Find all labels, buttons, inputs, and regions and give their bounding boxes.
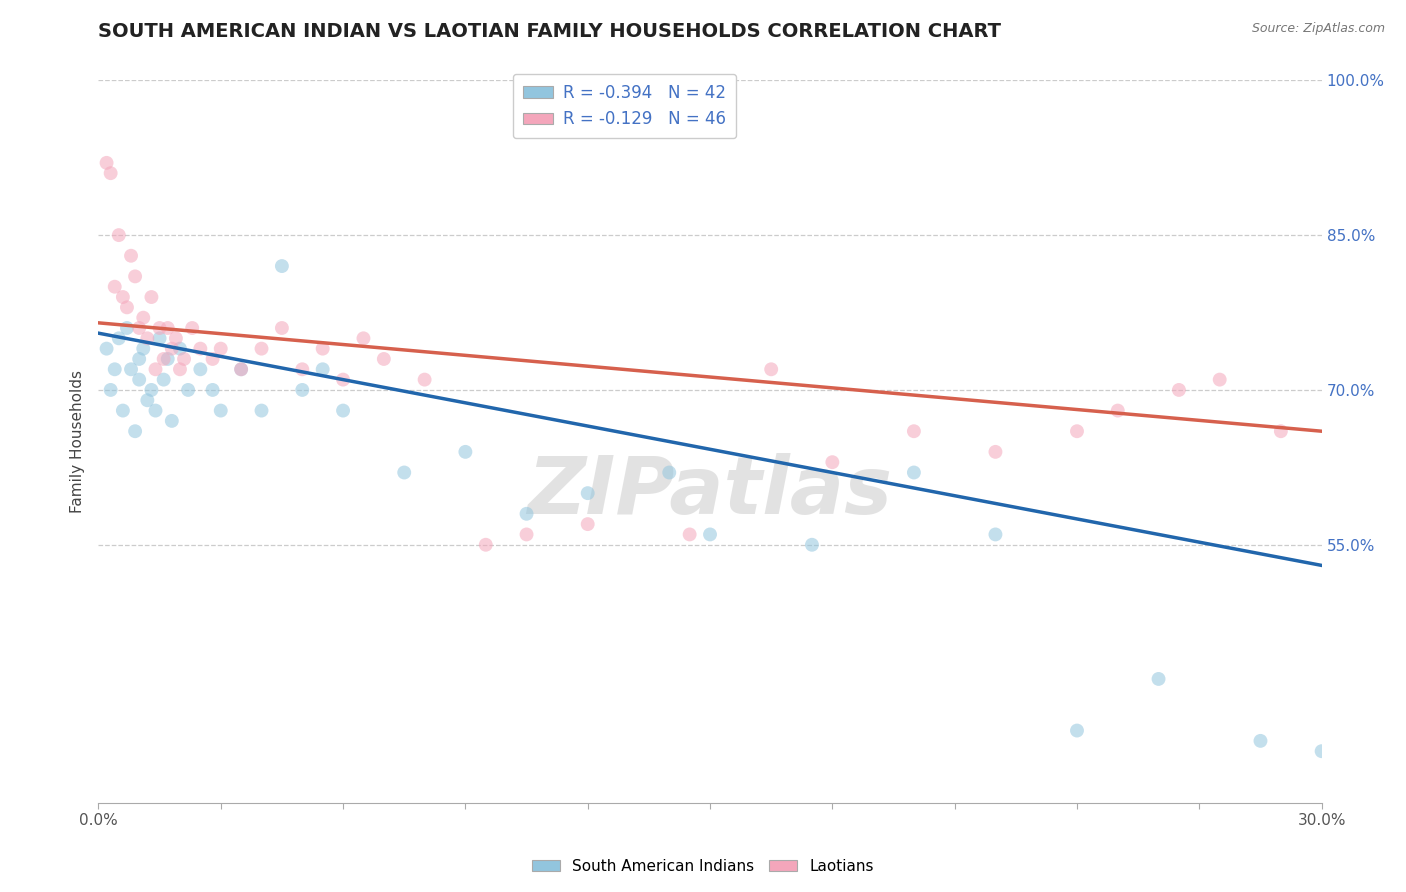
Point (128, 351, 150, 366)
Point (332, 403, 354, 417)
Point (128, 373, 150, 387)
Point (128, 321, 150, 335)
Point (270, 321, 294, 335)
Text: ZIPatlas: ZIPatlas (527, 453, 893, 531)
Point (132, 342, 155, 356)
Point (679, 527, 702, 541)
Point (96, 156, 118, 170)
Point (156, 321, 179, 335)
Point (108, 331, 131, 345)
Point (984, 445, 1007, 459)
Point (1167, 383, 1189, 397)
Point (352, 331, 374, 345)
Point (1107, 403, 1129, 417)
Point (111, 290, 134, 304)
Point (516, 507, 538, 521)
Point (160, 414, 183, 428)
Point (1208, 373, 1232, 387)
Point (474, 538, 498, 552)
Point (115, 321, 138, 335)
Point (132, 310, 155, 325)
Point (124, 269, 146, 284)
Point (104, 362, 127, 376)
Point (169, 362, 191, 376)
Point (141, 383, 163, 397)
Point (312, 342, 335, 356)
Point (1066, 424, 1088, 438)
Point (165, 331, 187, 345)
Point (169, 342, 191, 356)
Point (141, 290, 163, 304)
Point (177, 383, 200, 397)
Point (111, 403, 134, 417)
Text: Source: ZipAtlas.com: Source: ZipAtlas.com (1251, 22, 1385, 36)
Point (903, 424, 925, 438)
Point (699, 527, 721, 541)
Point (231, 362, 253, 376)
Point (108, 228, 131, 243)
Point (821, 455, 844, 469)
Point (136, 393, 159, 408)
Point (181, 321, 204, 335)
Point (115, 301, 138, 315)
Point (173, 351, 195, 366)
Point (100, 166, 122, 180)
Text: SOUTH AMERICAN INDIAN VS LAOTIAN FAMILY HOUSEHOLDS CORRELATION CHART: SOUTH AMERICAN INDIAN VS LAOTIAN FAMILY … (98, 22, 1001, 41)
Point (291, 362, 314, 376)
Point (332, 373, 354, 387)
Point (270, 259, 294, 273)
Point (454, 445, 477, 459)
Point (312, 362, 335, 376)
Legend: R = -0.394   N = 42, R = -0.129   N = 46: R = -0.394 N = 42, R = -0.129 N = 46 (513, 74, 735, 138)
Point (392, 466, 416, 480)
Point (201, 383, 224, 397)
Point (120, 249, 142, 263)
Point (1066, 723, 1088, 738)
Point (231, 362, 253, 376)
Point (152, 351, 174, 366)
Point (209, 403, 232, 417)
Point (373, 351, 395, 366)
Point (291, 383, 314, 397)
Point (156, 351, 179, 366)
Point (136, 331, 159, 345)
Point (100, 383, 122, 397)
Y-axis label: Family Households: Family Households (69, 370, 84, 513)
Point (201, 351, 224, 366)
Point (209, 342, 232, 356)
Point (250, 342, 273, 356)
Point (149, 331, 172, 345)
Point (145, 362, 167, 376)
Point (1249, 734, 1271, 748)
Point (516, 527, 538, 541)
Point (413, 373, 436, 387)
Point (1147, 672, 1170, 686)
Point (104, 279, 127, 293)
Point (152, 373, 174, 387)
Legend: South American Indians, Laotians: South American Indians, Laotians (526, 853, 880, 880)
Point (1310, 744, 1333, 758)
Point (801, 538, 824, 552)
Point (1270, 424, 1292, 438)
Point (188, 362, 212, 376)
Point (96, 342, 118, 356)
Point (188, 342, 212, 356)
Point (149, 321, 172, 335)
Point (658, 466, 681, 480)
Point (120, 362, 142, 376)
Point (759, 362, 782, 376)
Point (160, 342, 183, 356)
Point (250, 403, 273, 417)
Point (576, 517, 599, 532)
Point (984, 527, 1007, 541)
Point (124, 424, 146, 438)
Point (903, 466, 925, 480)
Point (145, 403, 167, 417)
Point (576, 486, 599, 500)
